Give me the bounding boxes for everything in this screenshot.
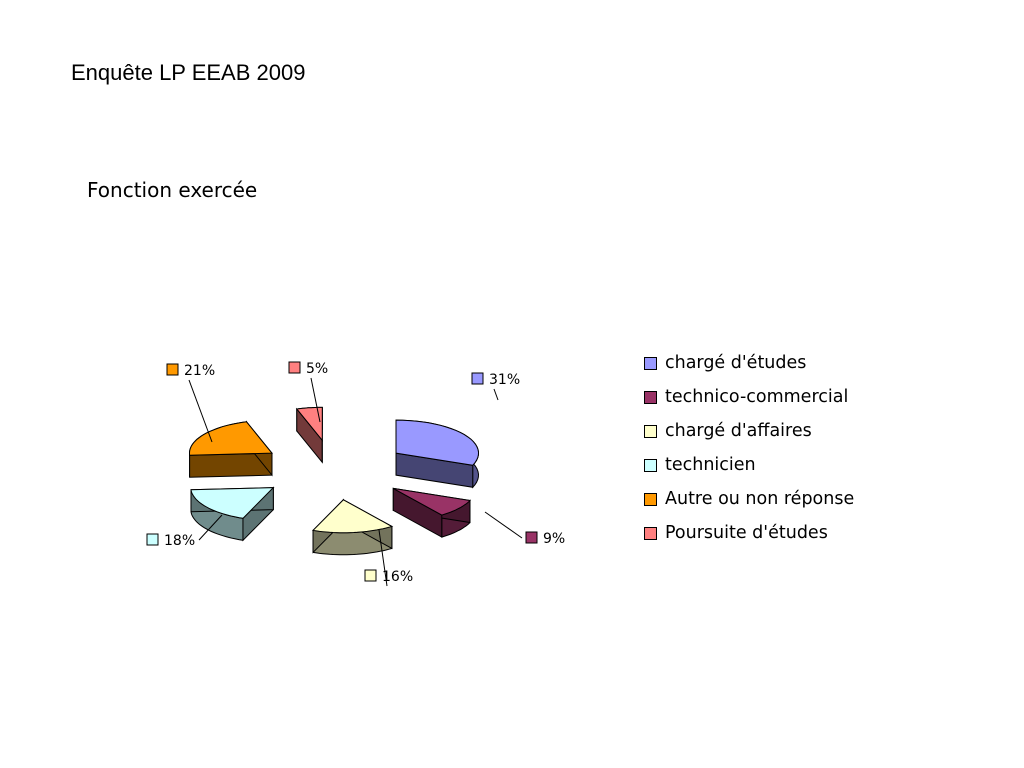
legend-swatch	[644, 424, 657, 438]
data-label-swatch	[288, 361, 301, 374]
pie-slice	[393, 487, 472, 516]
data-label-swatch	[146, 533, 159, 546]
data-label: 5%	[306, 361, 328, 377]
data-label: 31%	[489, 372, 520, 388]
data-label-swatch	[364, 569, 377, 582]
pie-slice	[295, 406, 323, 442]
legend-item: chargé d'affaires	[644, 414, 854, 448]
pie-slice	[188, 421, 273, 456]
legend-swatch	[644, 526, 657, 540]
leader-line	[310, 377, 321, 423]
pie-slice	[395, 419, 480, 466]
legend-swatch	[644, 390, 657, 404]
slide-title: Enquête LP EEAB 2009	[71, 60, 306, 85]
legend-swatch	[644, 492, 657, 506]
legend-swatch	[644, 458, 657, 472]
legend-item: Autre ou non réponse	[644, 482, 854, 516]
legend-label: chargé d'études	[665, 353, 807, 373]
chart-title: Fonction exercée	[87, 178, 258, 202]
legend-label: Autre ou non réponse	[665, 489, 855, 509]
data-label: 18%	[164, 533, 195, 549]
data-label-swatch	[166, 363, 179, 376]
data-label-swatch	[525, 531, 538, 544]
chart-legend: chargé d'études technico-commercial char…	[644, 346, 854, 550]
leader-line	[188, 379, 213, 443]
legend-label: technicien	[665, 455, 756, 475]
leader-line	[198, 514, 223, 541]
legend-item: chargé d'études	[644, 346, 854, 380]
legend-label: Poursuite d'études	[665, 523, 828, 543]
leader-line	[378, 529, 388, 587]
leader-line	[493, 388, 499, 401]
pie-slice	[311, 499, 394, 534]
legend-swatch	[644, 356, 657, 370]
pie-slice	[190, 487, 275, 519]
legend-item: technico-commercial	[644, 380, 854, 414]
legend-label: chargé d'affaires	[665, 421, 812, 441]
legend-item: Poursuite d'études	[644, 516, 854, 550]
data-label-swatch	[471, 372, 484, 385]
legend-item: technicien	[644, 448, 854, 482]
legend-label: technico-commercial	[665, 387, 849, 407]
data-label: 16%	[382, 569, 413, 585]
leader-line	[484, 511, 523, 539]
data-label: 21%	[184, 363, 215, 379]
data-label: 9%	[543, 531, 565, 547]
